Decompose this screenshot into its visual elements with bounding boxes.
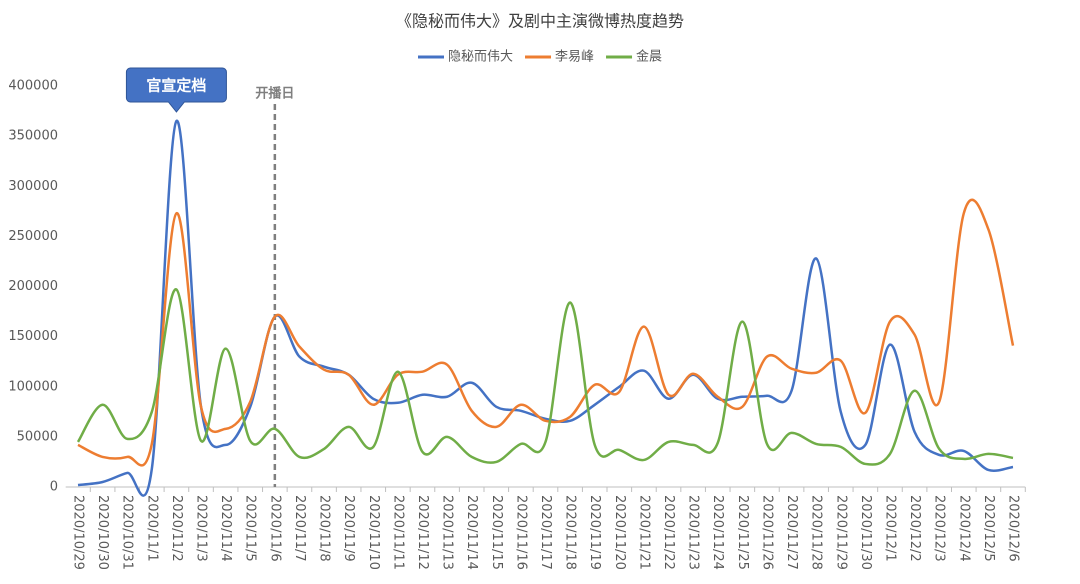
marker-label: 开播日 xyxy=(255,86,294,102)
x-tick-label: 2020/11/25 xyxy=(735,495,750,570)
legend-label: 李易峰 xyxy=(555,50,594,65)
x-tick-label: 2020/11/9 xyxy=(341,495,356,562)
x-tick-label: 2020/11/14 xyxy=(464,495,479,570)
y-tick-label: 200000 xyxy=(8,279,58,294)
x-tick-label: 2020/11/23 xyxy=(686,495,701,570)
x-tick-label: 2020/11/4 xyxy=(218,495,233,562)
legend: 隐秘而伟大 李易峰 金晨 xyxy=(418,49,662,65)
x-tick-label: 2020/11/15 xyxy=(489,495,504,570)
chart-title: 《隐秘而伟大》及剧中主演微博热度趋势 xyxy=(396,12,684,31)
x-tick-label: 2020/11/2 xyxy=(169,495,184,562)
x-tick-label: 2020/12/3 xyxy=(932,495,947,562)
x-tick-label: 2020/11/16 xyxy=(513,495,528,570)
y-tick-label: 0 xyxy=(50,480,58,495)
x-tick-label: 2020/10/31 xyxy=(120,495,135,570)
x-tick-label: 2020/11/18 xyxy=(563,495,578,570)
callout: 官宣定档 xyxy=(125,67,227,113)
x-tick-label: 2020/12/6 xyxy=(1006,495,1021,562)
x-tick-label: 2020/12/1 xyxy=(882,495,897,562)
y-tick-label: 250000 xyxy=(8,229,58,244)
x-tick-label: 2020/11/30 xyxy=(858,495,873,570)
series-line xyxy=(77,198,1015,467)
x-tick-label: 2020/11/13 xyxy=(440,495,455,570)
x-tick-label: 2020/11/27 xyxy=(784,495,799,570)
x-tick-label: 2020/11/20 xyxy=(612,495,627,570)
x-tick-label: 2020/11/10 xyxy=(366,495,381,570)
x-tick-label: 2020/12/4 xyxy=(956,495,971,562)
x-tick-label: 2020/11/19 xyxy=(587,495,602,570)
x-tick-label: 2020/11/21 xyxy=(636,495,651,570)
x-tick-label: 2020/11/29 xyxy=(833,495,848,570)
x-tick-label: 2020/11/12 xyxy=(415,495,430,570)
x-tick-label: 2020/11/22 xyxy=(661,495,676,570)
x-tick-label: 2020/12/2 xyxy=(907,495,922,562)
series-line xyxy=(77,119,1014,497)
x-tick-label: 2020/11/8 xyxy=(317,495,332,562)
y-tick-label: 400000 xyxy=(8,79,58,94)
y-tick-label: 350000 xyxy=(8,129,58,144)
y-tick-label: 300000 xyxy=(8,179,58,194)
series-line xyxy=(76,288,1014,466)
x-tick-label: 2020/11/5 xyxy=(243,495,258,562)
y-tick-label: 100000 xyxy=(8,379,58,394)
callout-box xyxy=(125,67,227,113)
x-tick-label: 2020/12/5 xyxy=(981,495,996,562)
callout-label: 官宣定档 xyxy=(146,77,206,95)
x-tick-label: 2020/11/6 xyxy=(267,495,282,562)
y-tick-label: 150000 xyxy=(8,329,58,344)
x-tick-label: 2020/11/26 xyxy=(759,495,774,570)
x-tick-label: 2020/11/7 xyxy=(292,495,307,562)
x-tick-label: 2020/11/17 xyxy=(538,495,553,570)
x-tick-label: 2020/11/3 xyxy=(194,495,209,562)
legend-label: 隐秘而伟大 xyxy=(448,50,513,65)
x-tick-label: 2020/10/29 xyxy=(71,495,86,570)
x-tick-label: 2020/11/1 xyxy=(144,495,159,562)
x-tick-label: 2020/11/24 xyxy=(710,495,725,570)
x-tick-label: 2020/10/30 xyxy=(95,495,110,570)
y-tick-label: 50000 xyxy=(17,429,58,444)
x-tick-label: 2020/11/11 xyxy=(390,495,405,570)
legend-label: 金晨 xyxy=(636,49,662,65)
x-tick-label: 2020/11/28 xyxy=(809,495,824,570)
